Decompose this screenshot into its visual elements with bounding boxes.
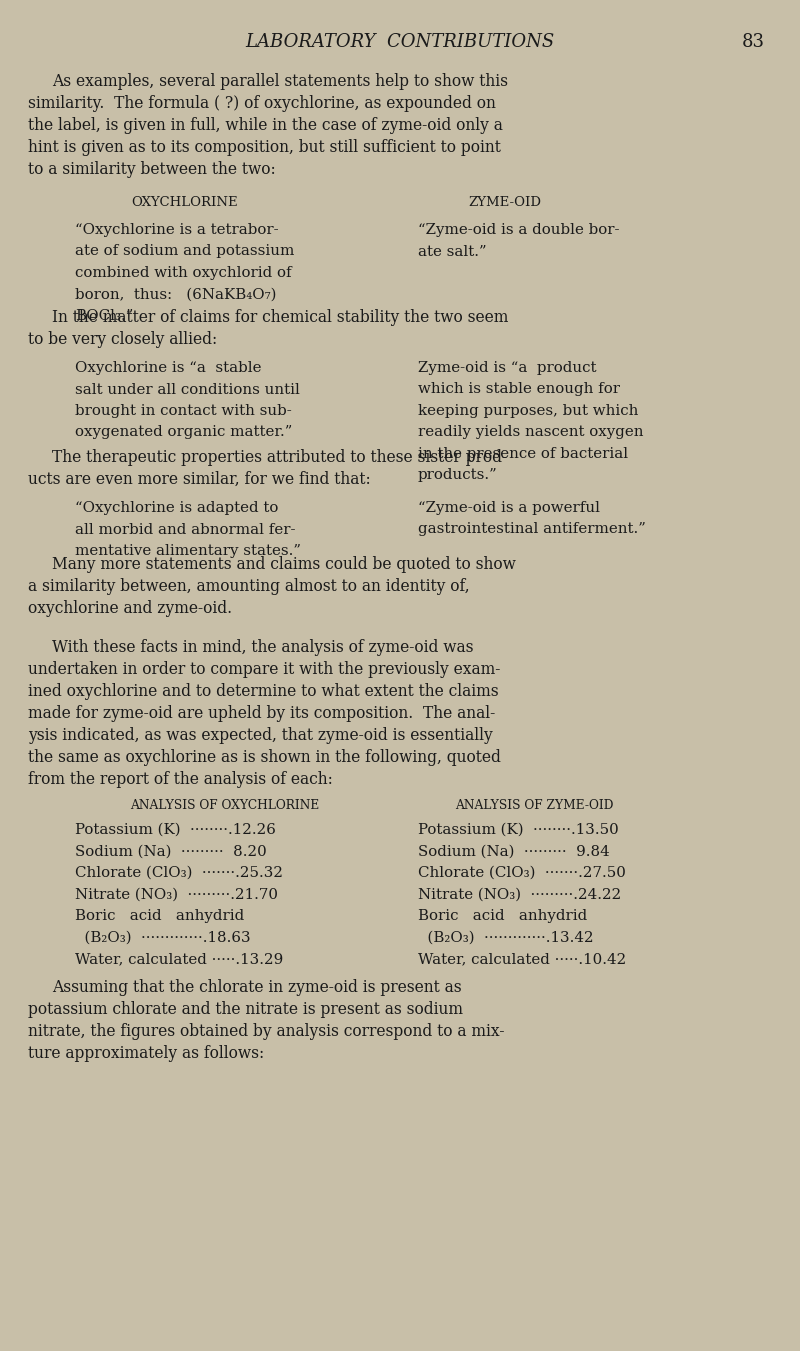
Text: As examples, several parallel statements help to show this: As examples, several parallel statements… bbox=[52, 73, 508, 91]
Text: ined oxychlorine and to determine to what extent the claims: ined oxychlorine and to determine to wha… bbox=[28, 684, 498, 700]
Text: Nitrate (NO₃)  ·········.21.70: Nitrate (NO₃) ·········.21.70 bbox=[75, 888, 278, 901]
Text: Nitrate (NO₃)  ·········.24.22: Nitrate (NO₃) ·········.24.22 bbox=[418, 888, 622, 901]
Text: Assuming that the chlorate in zyme-oid is present as: Assuming that the chlorate in zyme-oid i… bbox=[52, 979, 462, 996]
Text: OXYCHLORINE: OXYCHLORINE bbox=[132, 196, 238, 209]
Text: to be very closely allied:: to be very closely allied: bbox=[28, 331, 218, 349]
Text: a similarity between, amounting almost to an identity of,: a similarity between, amounting almost t… bbox=[28, 578, 470, 594]
Text: in the presence of bacterial: in the presence of bacterial bbox=[418, 447, 628, 461]
Text: hint is given as to its composition, but still sufficient to point: hint is given as to its composition, but… bbox=[28, 139, 501, 155]
Text: the same as oxychlorine as is shown in the following, quoted: the same as oxychlorine as is shown in t… bbox=[28, 748, 501, 766]
Text: gastrointestinal antiferment.”: gastrointestinal antiferment.” bbox=[418, 523, 646, 536]
Text: ANALYSIS OF OXYCHLORINE: ANALYSIS OF OXYCHLORINE bbox=[130, 798, 319, 812]
Text: “Oxychlorine is adapted to: “Oxychlorine is adapted to bbox=[75, 501, 278, 515]
Text: ate of sodium and potassium: ate of sodium and potassium bbox=[75, 245, 294, 258]
Text: Potassium (K)  ········.12.26: Potassium (K) ········.12.26 bbox=[75, 823, 276, 838]
Text: ture approximately as follows:: ture approximately as follows: bbox=[28, 1046, 264, 1062]
Text: “Zyme-oid is a powerful: “Zyme-oid is a powerful bbox=[418, 501, 600, 515]
Text: Sodium (Na)  ·········  8.20: Sodium (Na) ········· 8.20 bbox=[75, 844, 266, 858]
Text: The therapeutic properties attributed to these sister prod-: The therapeutic properties attributed to… bbox=[52, 449, 507, 466]
Text: Water, calculated ·····.10.42: Water, calculated ·····.10.42 bbox=[418, 952, 626, 966]
Text: ysis indicated, as was expected, that zyme-oid is essentially: ysis indicated, as was expected, that zy… bbox=[28, 727, 493, 744]
Text: LABORATORY  CONTRIBUTIONS: LABORATORY CONTRIBUTIONS bbox=[246, 32, 554, 51]
Text: Oxychlorine is “a  stable: Oxychlorine is “a stable bbox=[75, 361, 262, 376]
Text: ANALYSIS OF ZYME-OID: ANALYSIS OF ZYME-OID bbox=[455, 798, 614, 812]
Text: salt under all conditions until: salt under all conditions until bbox=[75, 382, 300, 396]
Text: Boric   acid   anhydrid: Boric acid anhydrid bbox=[75, 909, 244, 923]
Text: ucts are even more similar, for we find that:: ucts are even more similar, for we find … bbox=[28, 471, 370, 488]
Text: which is stable enough for: which is stable enough for bbox=[418, 382, 620, 396]
Text: 83: 83 bbox=[742, 32, 765, 51]
Text: products.”: products.” bbox=[418, 469, 498, 482]
Text: oxygenated organic matter.”: oxygenated organic matter.” bbox=[75, 426, 292, 439]
Text: potassium chlorate and the nitrate is present as sodium: potassium chlorate and the nitrate is pr… bbox=[28, 1001, 463, 1019]
Text: Zyme-oid is “a  product: Zyme-oid is “a product bbox=[418, 361, 597, 376]
Text: Chlorate (ClO₃)  ·······.25.32: Chlorate (ClO₃) ·······.25.32 bbox=[75, 866, 283, 880]
Text: Chlorate (ClO₃)  ·······.27.50: Chlorate (ClO₃) ·······.27.50 bbox=[418, 866, 626, 880]
Text: mentative alimentary states.”: mentative alimentary states.” bbox=[75, 544, 301, 558]
Text: Sodium (Na)  ·········  9.84: Sodium (Na) ········· 9.84 bbox=[418, 844, 610, 858]
Text: In the matter of claims for chemical stability the two seem: In the matter of claims for chemical sta… bbox=[52, 309, 508, 326]
Text: “Oxychlorine is a tetrabor-: “Oxychlorine is a tetrabor- bbox=[75, 223, 278, 236]
Text: “Zyme-oid is a double bor-: “Zyme-oid is a double bor- bbox=[418, 223, 619, 236]
Text: made for zyme-oid are upheld by its composition.  The anal-: made for zyme-oid are upheld by its comp… bbox=[28, 705, 495, 721]
Text: to a similarity between the two:: to a similarity between the two: bbox=[28, 161, 276, 178]
Text: Water, calculated ·····.13.29: Water, calculated ·····.13.29 bbox=[75, 952, 283, 966]
Text: brought in contact with sub-: brought in contact with sub- bbox=[75, 404, 292, 417]
Text: boron,  thus:   (6NaKB₄O₇): boron, thus: (6NaKB₄O₇) bbox=[75, 288, 276, 301]
Text: the label, is given in full, while in the case of zyme-oid only a: the label, is given in full, while in th… bbox=[28, 118, 503, 134]
Text: Potassium (K)  ········.13.50: Potassium (K) ········.13.50 bbox=[418, 823, 618, 838]
Text: (B₂O₃)  ·············.18.63: (B₂O₃) ·············.18.63 bbox=[75, 931, 250, 944]
Text: undertaken in order to compare it with the previously exam-: undertaken in order to compare it with t… bbox=[28, 661, 500, 678]
Text: Boric   acid   anhydrid: Boric acid anhydrid bbox=[418, 909, 587, 923]
Text: BOCl₃.”: BOCl₃.” bbox=[75, 309, 134, 323]
Text: nitrate, the figures obtained by analysis correspond to a mix-: nitrate, the figures obtained by analysi… bbox=[28, 1023, 505, 1040]
Text: readily yields nascent oxygen: readily yields nascent oxygen bbox=[418, 426, 643, 439]
Text: ate salt.”: ate salt.” bbox=[418, 245, 486, 258]
Text: Many more statements and claims could be quoted to show: Many more statements and claims could be… bbox=[52, 557, 516, 573]
Text: (B₂O₃)  ·············.13.42: (B₂O₃) ·············.13.42 bbox=[418, 931, 594, 944]
Text: ZYME-OID: ZYME-OID bbox=[469, 196, 542, 209]
Text: all morbid and abnormal fer-: all morbid and abnormal fer- bbox=[75, 523, 295, 536]
Text: combined with oxychlorid of: combined with oxychlorid of bbox=[75, 266, 292, 280]
Text: similarity.  The formula ( ?) of oxychlorine, as expounded on: similarity. The formula ( ?) of oxychlor… bbox=[28, 95, 496, 112]
Text: from the report of the analysis of each:: from the report of the analysis of each: bbox=[28, 771, 333, 788]
Text: oxychlorine and zyme-oid.: oxychlorine and zyme-oid. bbox=[28, 600, 232, 617]
Text: With these facts in mind, the analysis of zyme-oid was: With these facts in mind, the analysis o… bbox=[52, 639, 474, 657]
Text: keeping purposes, but which: keeping purposes, but which bbox=[418, 404, 638, 417]
